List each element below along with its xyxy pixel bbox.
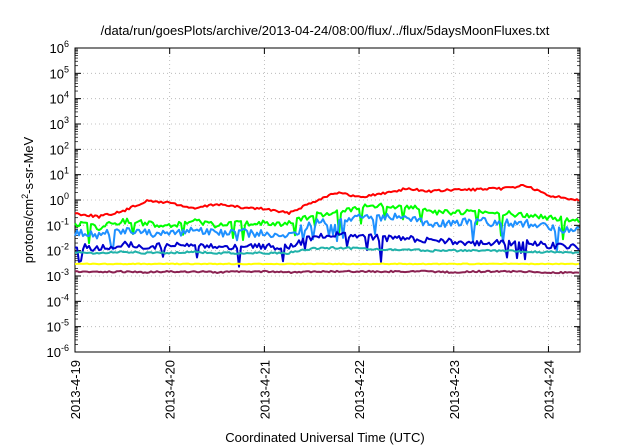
y-tick-label: 10-2 [47,242,69,259]
y-tick-label: 10-6 [47,343,69,360]
y-tick-label: 10-3 [47,267,69,284]
series-line [74,262,580,266]
x-tick-label: 2013-4-23 [447,360,462,419]
y-tick-label: 102 [50,140,69,157]
y-tick-label: 105 [50,64,69,81]
series-line [74,184,580,219]
y-axis-label-rest: -s-sr-MeV [21,136,36,193]
series-layer [74,184,580,275]
x-tick-label: 2013-4-20 [163,360,178,419]
x-tick-label: 2013-4-24 [541,360,556,419]
series-line [74,246,580,255]
series-line [74,212,580,252]
y-tick-label: 106 [50,39,69,56]
y-tick-label: 100 [50,191,69,208]
x-tick-label: 2013-4-19 [68,360,83,419]
y-tick-label: 101 [50,166,69,183]
y-tick-label: 104 [50,90,69,107]
y-tick-label: 10-4 [47,292,69,309]
y-axis-label: protons/cm2-s-sr-MeV [20,136,36,263]
x-tick-label: 2013-4-21 [257,360,272,419]
chart-title: /data/run/goesPlots/archive/2013-04-24/0… [101,23,550,38]
y-tick-label: 10-5 [47,318,69,335]
x-axis-label: Coordinated Universal Time (UTC) [225,430,424,445]
y-tick-labels: 10-6 10-5 10-4 10-3 10-2 10-1 100 101 102 103 104 1… [47,39,69,360]
x-tick-label: 2013-4-22 [352,360,367,419]
series-line [74,269,580,275]
y-axis-label-sup: 2 [20,194,30,199]
y-axis-label-base: protons/cm [21,199,36,263]
series-line [74,202,580,245]
y-tick-label: 10-1 [47,216,69,233]
y-tick-label: 103 [50,115,69,132]
x-tick-labels: 2013-4-19 2013-4-20 2013-4-21 2013-4-22 2013… [68,360,556,419]
series-line [75,231,580,268]
